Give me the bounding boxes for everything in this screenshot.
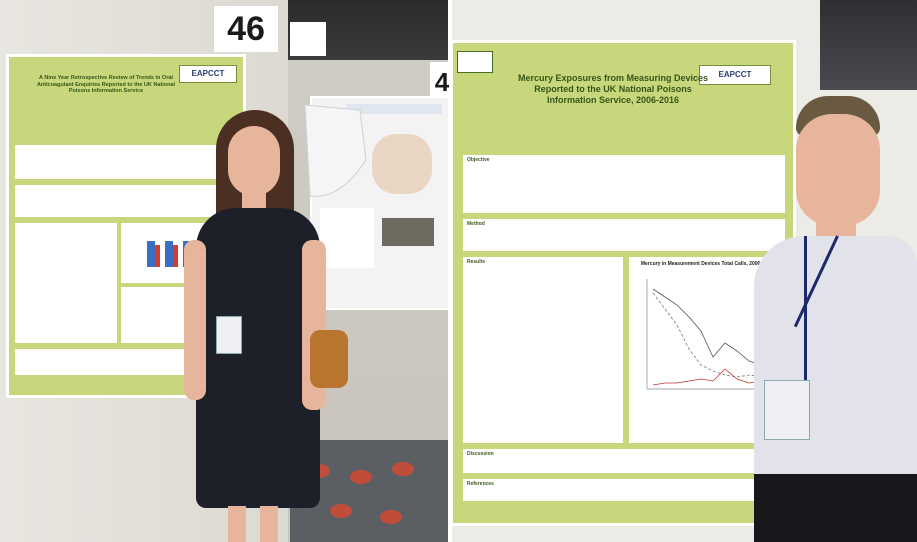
right-poster-title: Mercury Exposures from Measuring Devices…	[517, 73, 709, 105]
booth-number-46: 46	[214, 6, 278, 52]
woman-presenter	[176, 100, 366, 542]
left-poster-logo: EAPCCT	[179, 65, 237, 83]
left-poster-title: A Nine Year Retrospective Review of Tren…	[36, 75, 176, 95]
section-results: Results	[467, 259, 486, 265]
ceiling	[820, 0, 917, 90]
curled-page	[304, 104, 367, 197]
right-poster-logo: EAPCCT	[699, 65, 771, 85]
red-sign	[290, 22, 326, 56]
man-presenter	[724, 94, 917, 542]
chart-title: Mercury in Measurement Devices Total Cal…	[640, 261, 774, 267]
section-method: Method	[467, 221, 485, 227]
section-references: References	[467, 481, 494, 487]
section-objective: Objective	[467, 157, 490, 163]
middle-poster	[310, 96, 450, 310]
section-discussion: Discussion	[467, 451, 494, 457]
